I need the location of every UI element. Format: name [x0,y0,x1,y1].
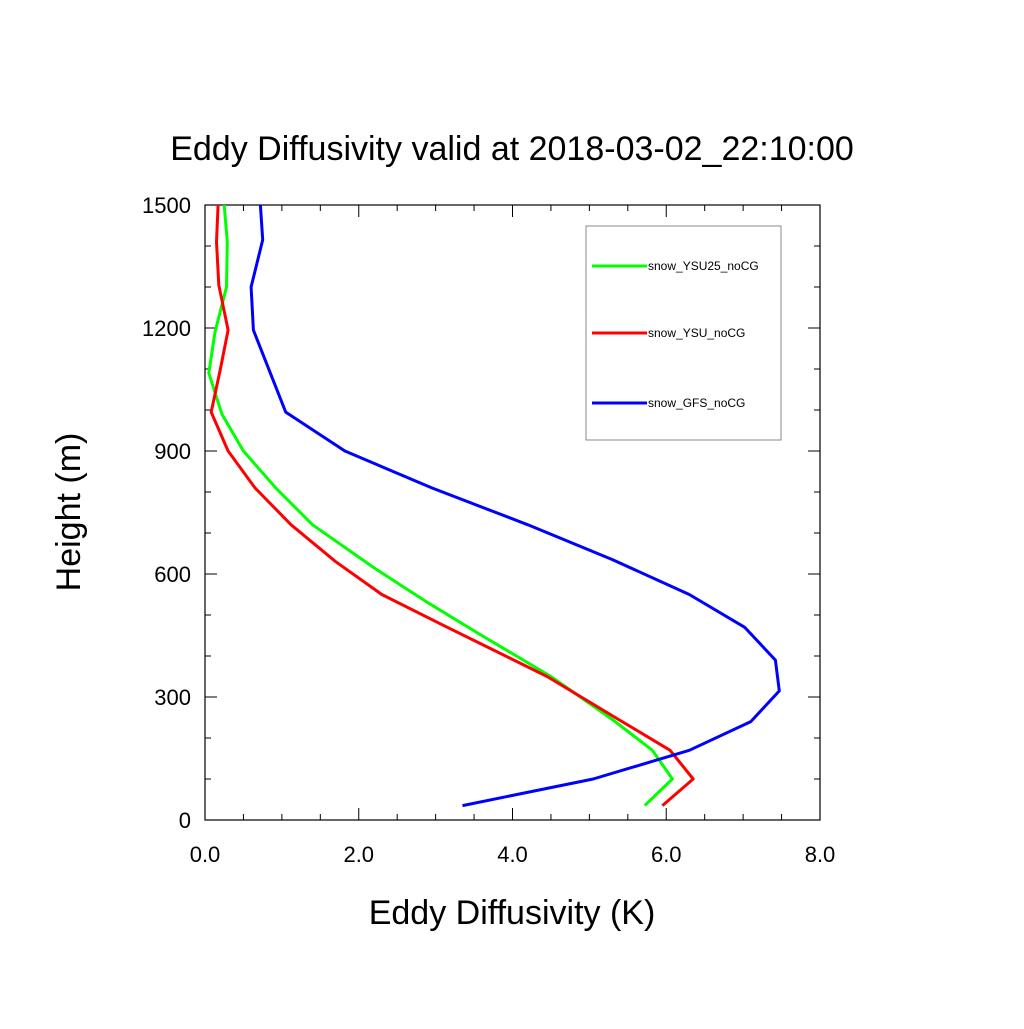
y-tick-label: 900 [154,439,191,464]
y-tick-label: 1500 [142,193,191,218]
series-line-snow_GFS_noCG [249,204,781,808]
x-tick-label: 4.0 [497,842,528,867]
legend: snow_YSU25_noCG snow_YSU_noCG snow_GFS_noC… [585,225,782,441]
y-tick-labels: 0 300 600 900 1200 1500 [142,193,191,833]
legend-label: snow_YSU25_noCG [648,259,759,273]
series-line-snow_YSU_noCG [209,204,695,807]
x-tick-label: 8.0 [805,842,836,867]
series-line-snow_YSU25_noCG [207,204,674,807]
x-axis-label: Eddy Diffusivity (K) [369,894,656,932]
legend-label: snow_GFS_noCG [648,396,745,410]
legend-label: snow_YSU_noCG [648,326,745,340]
x-tick-label: 6.0 [651,842,682,867]
y-tick-label: 600 [154,562,191,587]
y-axis-label: Height (m) [50,433,88,592]
y-tick-label: 300 [154,685,191,710]
x-tick-label: 2.0 [343,842,374,867]
series-lines [207,204,781,808]
y-tick-label: 0 [179,808,191,833]
x-tick-labels: 0.0 2.0 4.0 6.0 8.0 [190,842,836,867]
chart-title: Eddy Diffusivity valid at 2018-03-02_22:… [170,130,854,168]
x-tick-label: 0.0 [190,842,221,867]
y-tick-label: 1200 [142,316,191,341]
